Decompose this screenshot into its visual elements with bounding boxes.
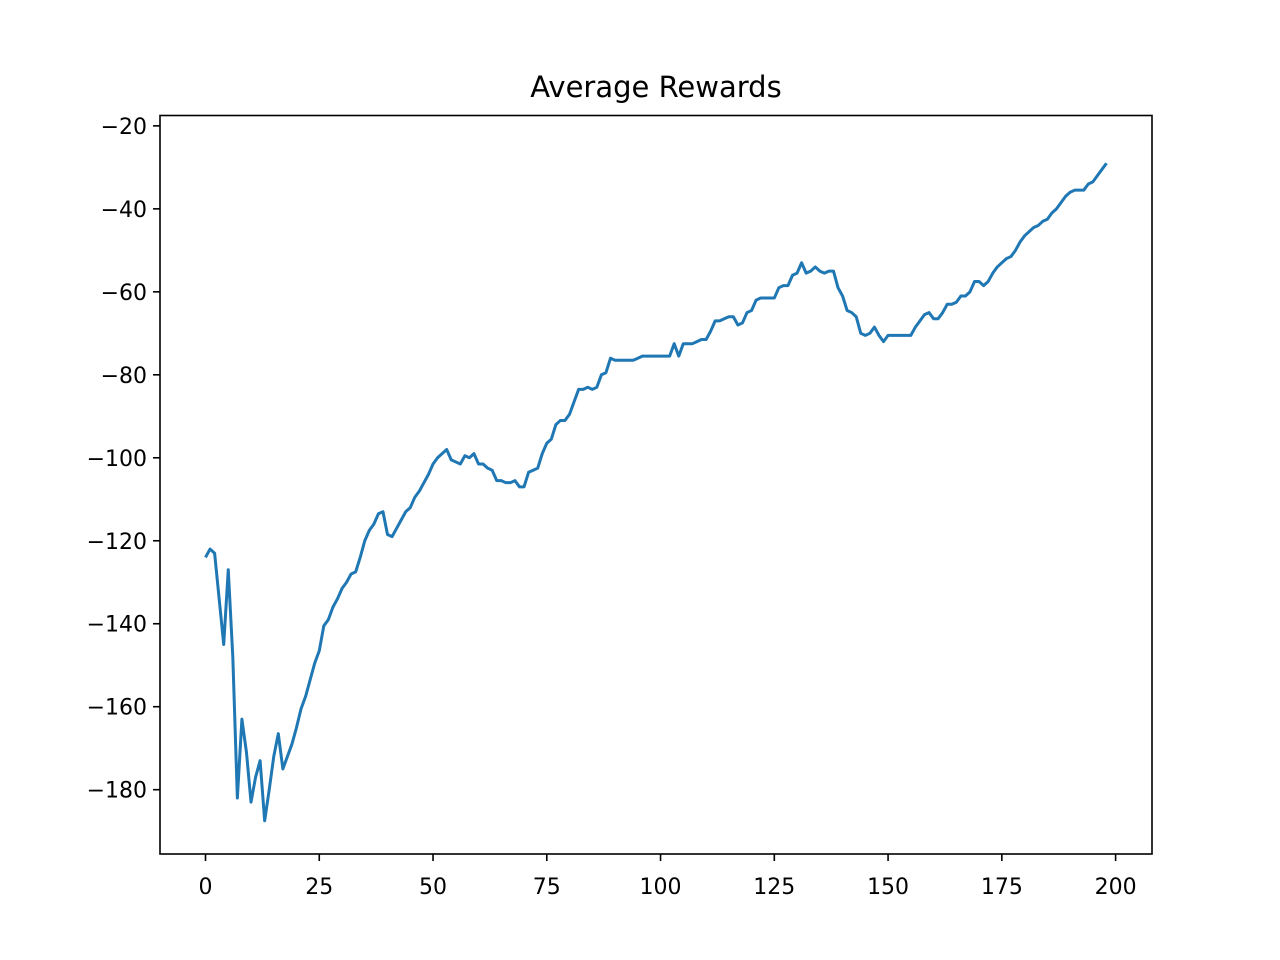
y-axis: −20 −40 −60 −80 −100 −120 −140 −160 −180	[87, 115, 160, 804]
y-tick-label: −100	[87, 447, 147, 472]
y-tick-label: −60	[101, 281, 147, 306]
y-tick-label: −140	[87, 613, 147, 638]
y-tick-label: −160	[87, 696, 147, 721]
y-tick-label: −120	[87, 530, 147, 555]
x-axis: 0 25 50 75 100 125 150 175 200	[199, 854, 1137, 900]
x-tick-label: 125	[753, 875, 795, 900]
y-tick-label: −180	[87, 779, 147, 804]
chart-title: Average Rewards	[530, 70, 781, 104]
y-tick-label: −40	[101, 198, 147, 223]
series-line-average-rewards	[204, 162, 1108, 823]
x-tick-label: 200	[1095, 875, 1137, 900]
y-tick-label: −80	[101, 364, 147, 389]
x-tick-label: 100	[640, 875, 682, 900]
x-tick-label: 150	[867, 875, 909, 900]
x-tick-label: 0	[199, 875, 213, 900]
x-tick-label: 175	[981, 875, 1023, 900]
x-tick-label: 50	[419, 875, 447, 900]
x-tick-label: 25	[305, 875, 333, 900]
x-tick-label: 75	[533, 875, 561, 900]
y-tick-label: −20	[101, 115, 147, 140]
plot-area-frame	[159, 114, 1153, 855]
